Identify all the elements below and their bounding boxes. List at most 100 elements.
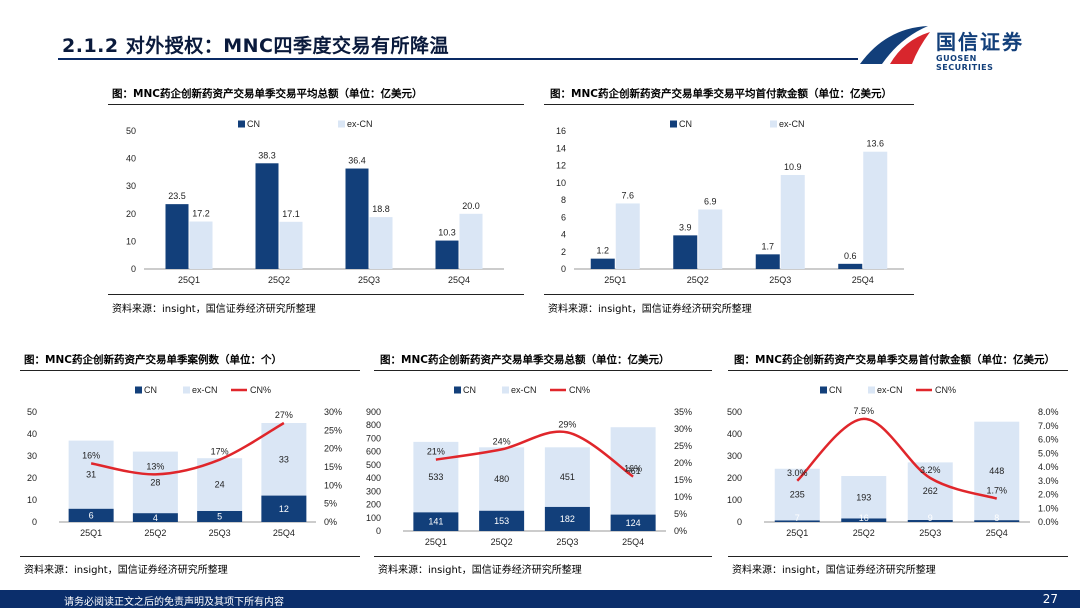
data-label-excn: 6.9 [704, 196, 717, 206]
bar-excn [907, 462, 953, 521]
y-tick-label: 800 [366, 420, 381, 430]
bar-excn [841, 476, 887, 519]
y-tick-label: 50 [126, 126, 136, 136]
y-tick-label: 4 [561, 230, 566, 240]
x-tick-label: 25Q4 [986, 528, 1008, 538]
bar-cn [479, 510, 525, 531]
y2-tick-label: 4.0% [1038, 462, 1059, 472]
y2-tick-label: 0.0% [1038, 517, 1059, 527]
chart3: CN ex-CN CN% 0 10 20 30 40 50 0% 5% 10% 15% 20% 25% 30%… [27, 385, 342, 538]
y2-tick-label: 0% [324, 517, 337, 527]
legend-swatch-cn [135, 386, 142, 394]
y2-tick-label: 0% [674, 526, 687, 536]
bar-excn [698, 209, 723, 269]
y-tick-label: 400 [727, 429, 742, 439]
bar-cn [544, 506, 590, 531]
legend-swatch-cn [670, 120, 677, 128]
data-label-pct: 27% [275, 410, 293, 420]
bar-cn [838, 263, 863, 269]
data-label-cn: 16 [859, 513, 869, 523]
y2-tick-label: 5% [674, 509, 687, 519]
y-tick-label: 20 [27, 473, 37, 483]
page-number: 27 [1042, 592, 1058, 606]
footer-disclaimer: 请务必阅读正文之后的免责声明及其项下所有内容 [64, 597, 284, 608]
data-label-excn: 448 [989, 466, 1004, 476]
data-label-pct: 13% [146, 461, 164, 471]
x-tick-label: 25Q2 [268, 275, 290, 285]
bar-cn [413, 512, 459, 531]
y-tick-label: 8 [561, 195, 566, 205]
y2-tick-label: 2.0% [1038, 490, 1059, 500]
bar-cn [255, 163, 279, 269]
bar-excn [863, 151, 888, 269]
chart4-top-rule [374, 370, 712, 371]
legend-swatch-excn [338, 120, 345, 128]
x-tick-label: 25Q4 [448, 275, 470, 285]
chart1-source: 资料来源：insight，国信证券经济研究所整理 [112, 304, 316, 315]
x-tick-label: 25Q2 [491, 537, 513, 547]
y-tick-label: 900 [366, 407, 381, 417]
chart2: CN ex-CN 0 2 4 6 8 10 12 14 16 25Q1 1.2 7.6 25Q2 3.9 6.9… [556, 119, 904, 285]
line-cn-pct [796, 417, 998, 500]
legend-swatch-cn [820, 386, 827, 394]
bar-cn [345, 168, 369, 269]
legend-swatch-cn [238, 120, 245, 128]
line-cn-pct [435, 430, 634, 478]
data-label-cn: 141 [428, 517, 443, 527]
data-label-cn: 10.3 [438, 228, 456, 238]
y-tick-label: 0 [376, 526, 381, 536]
y-tick-label: 30 [27, 451, 37, 461]
bar-cn [68, 508, 114, 522]
title-rule [58, 58, 858, 60]
y-tick-label: 40 [126, 154, 136, 164]
bar-cn [673, 235, 698, 269]
y-tick-label: 600 [366, 447, 381, 457]
legend-label-excn: ex-CN [511, 385, 537, 395]
legend-label-excn: ex-CN [877, 385, 903, 395]
data-label-excn: 13.6 [866, 139, 884, 149]
bar-cn [774, 520, 820, 522]
bar-cn [755, 254, 780, 269]
bar-cn [610, 514, 656, 531]
data-label-pct: 17% [211, 447, 229, 457]
x-tick-label: 25Q3 [556, 537, 578, 547]
bar-cn [132, 513, 178, 522]
data-label-cn: 5 [217, 512, 222, 522]
x-tick-label: 25Q1 [604, 275, 626, 285]
y-tick-label: 10 [27, 495, 37, 505]
bar-cn [261, 495, 307, 522]
data-label-pct: 16% [624, 464, 642, 474]
legend-label-cn: CN [247, 119, 260, 129]
bar-cn [590, 258, 615, 269]
data-label-cn: 7 [795, 513, 800, 523]
legend-label-pct: CN% [935, 385, 956, 395]
y-tick-label: 6 [561, 212, 566, 222]
data-label-cn: 12 [279, 504, 289, 514]
legend-swatch-excn [868, 386, 875, 394]
chart3-bottom-rule [20, 556, 360, 557]
data-label-excn: 193 [856, 492, 871, 502]
data-label-pct: 3.0% [787, 468, 808, 478]
chart1-bottom-rule [108, 294, 524, 295]
bar-excn [68, 440, 114, 509]
bar-cn [974, 520, 1020, 522]
data-label-pct: 24% [493, 436, 511, 446]
y2-tick-label: 5% [324, 499, 337, 509]
data-label-excn: 262 [923, 486, 938, 496]
chart4-title: 图：MNC药企创新药资产交易单季交易总额（单位：亿美元） [380, 354, 670, 366]
x-tick-label: 25Q2 [687, 275, 709, 285]
logo-cn-text: 国信证券 [936, 30, 1024, 54]
data-label-cn: 0.6 [844, 251, 857, 261]
data-label-excn: 17.2 [192, 209, 210, 219]
y2-tick-label: 7.0% [1038, 421, 1059, 431]
bar-cn [841, 518, 887, 522]
legend-swatch-cn [454, 386, 461, 394]
y2-tick-label: 1.0% [1038, 503, 1059, 513]
data-label-excn: 10.9 [784, 162, 802, 172]
bar-excn [261, 423, 307, 496]
logo-emblem-icon [860, 26, 930, 64]
data-label-pct: 3.2% [920, 465, 941, 475]
y-tick-label: 50 [27, 407, 37, 417]
y2-tick-label: 25% [324, 425, 342, 435]
data-label-cn: 153 [494, 516, 509, 526]
